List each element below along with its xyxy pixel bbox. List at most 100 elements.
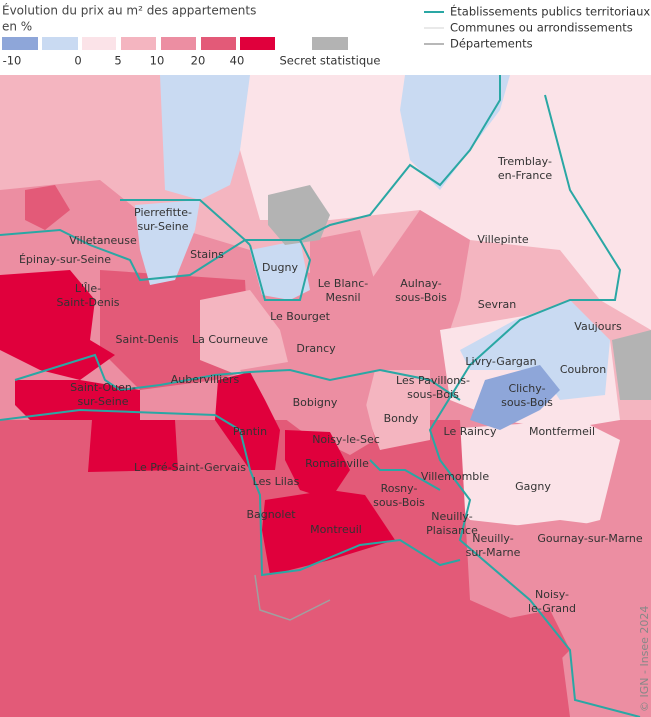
place-label: Clichy- — [508, 382, 545, 395]
place-label: sur-Seine — [77, 395, 128, 408]
place-labels: Épinay-sur-Seine L'Île- Saint-Denis Villeta… — [19, 155, 643, 615]
place-label: Plaisance — [426, 524, 478, 537]
ept-boundary — [14, 353, 461, 401]
area — [15, 380, 140, 420]
area — [460, 300, 610, 400]
area — [268, 185, 330, 245]
place-label: Rosny- — [381, 482, 418, 495]
department-boundary — [254, 574, 331, 621]
area — [365, 455, 450, 520]
legend-swatch — [201, 37, 236, 50]
area — [88, 420, 178, 472]
place-label: Noisy- — [535, 588, 569, 601]
ept-boundary — [0, 408, 461, 577]
place-label: Le Raincy — [444, 425, 497, 438]
place-label: Bobigny — [293, 396, 338, 409]
ept-boundary — [0, 228, 251, 282]
area — [200, 290, 290, 380]
place-label: Mesnil — [325, 291, 360, 304]
area — [365, 370, 430, 450]
place-label: Sevran — [478, 298, 517, 311]
ept-boundary — [249, 239, 312, 301]
place-label: Montfermeil — [529, 425, 595, 438]
place-label: Saint-Ouen- — [70, 381, 136, 394]
place-label: sous-Bois — [395, 291, 447, 304]
place-label: Le Pré-Saint-Gervais — [134, 461, 246, 474]
legend-label: Départements — [450, 37, 533, 51]
area — [262, 490, 395, 575]
ept-boundary — [369, 459, 441, 491]
legend-swatch — [240, 37, 275, 50]
legend-swatch — [161, 37, 196, 50]
legend-label: Secret statistique — [279, 54, 380, 68]
place-label: Dugny — [262, 261, 298, 274]
place-label: Livry-Gargan — [465, 355, 536, 368]
legend-tick-label: 10 — [150, 54, 165, 68]
legend-label: Communes ou arrondissements — [450, 21, 633, 35]
place-label: Drancy — [296, 342, 336, 355]
area — [160, 75, 250, 200]
place-label: Le Bourget — [270, 310, 331, 323]
area — [25, 185, 70, 230]
place-label: Bondy — [384, 412, 419, 425]
area — [285, 430, 350, 500]
place-label: Villetaneuse — [69, 234, 137, 247]
place-label: Coubron — [560, 363, 606, 376]
place-label: Pierrefitte- — [134, 206, 192, 219]
area — [470, 520, 651, 717]
place-label: Stains — [190, 248, 224, 261]
place-label: Gagny — [515, 480, 551, 493]
legend-swatch — [312, 37, 348, 50]
legend-tick-label: 5 — [114, 54, 121, 68]
legend-label: Établissements publics territoriaux — [450, 4, 650, 19]
place-label: Aubervilliers — [171, 373, 240, 386]
place-label: Romainville — [305, 457, 369, 470]
place-label: sous-Bois — [501, 396, 553, 409]
place-label: en-France — [498, 169, 553, 182]
place-label: Montreuil — [310, 523, 362, 536]
place-label: Les Lilas — [253, 475, 300, 488]
area — [135, 200, 200, 285]
place-label: Villemomble — [421, 470, 489, 483]
area — [250, 240, 310, 300]
place-label: Le Blanc- — [318, 277, 369, 290]
area — [470, 365, 560, 430]
place-label: Aulnay- — [400, 277, 442, 290]
place-label: La Courneuve — [192, 333, 268, 346]
legend: -10 0 5 10 20 40 Secret statistique Établisseme… — [2, 4, 650, 68]
legend-tick-label: 40 — [230, 54, 245, 68]
ept-boundary — [120, 75, 501, 241]
area — [300, 230, 380, 380]
place-label: Les Pavillons- — [396, 374, 470, 387]
area — [400, 75, 510, 190]
legend-swatch — [2, 37, 38, 50]
place-label: Neuilly- — [472, 532, 513, 545]
legend-swatch — [121, 37, 156, 50]
boundaries — [0, 75, 641, 717]
place-label: sous-Bois — [407, 388, 459, 401]
legend-tick-label: 20 — [191, 54, 206, 68]
place-label: Tremblay- — [497, 155, 552, 168]
place-label: le-Grand — [528, 602, 576, 615]
ept-boundary — [428, 94, 641, 717]
area — [215, 372, 280, 470]
legend-tick-label: 0 — [74, 54, 81, 68]
map-areas — [0, 75, 651, 717]
legend-tick-label: -10 — [3, 54, 22, 68]
place-label: sur-Seine — [137, 220, 188, 233]
place-label: L'Île- — [75, 282, 101, 295]
place-label: Pantin — [233, 425, 267, 438]
area — [240, 360, 375, 455]
place-label: Saint-Denis — [115, 333, 178, 346]
legend-title: Évolution du prix au m² des appartements — [2, 3, 256, 18]
area — [0, 270, 115, 380]
place-label: Neuilly- — [431, 510, 472, 523]
place-label: sur-Marne — [466, 546, 521, 559]
place-label: Noisy-le-Sec — [312, 433, 380, 446]
legend-swatch — [42, 37, 78, 50]
area — [230, 75, 651, 330]
place-label: Épinay-sur-Seine — [19, 253, 111, 266]
legend-unit: en % — [2, 20, 32, 34]
place-label: sous-Bois — [373, 496, 425, 509]
